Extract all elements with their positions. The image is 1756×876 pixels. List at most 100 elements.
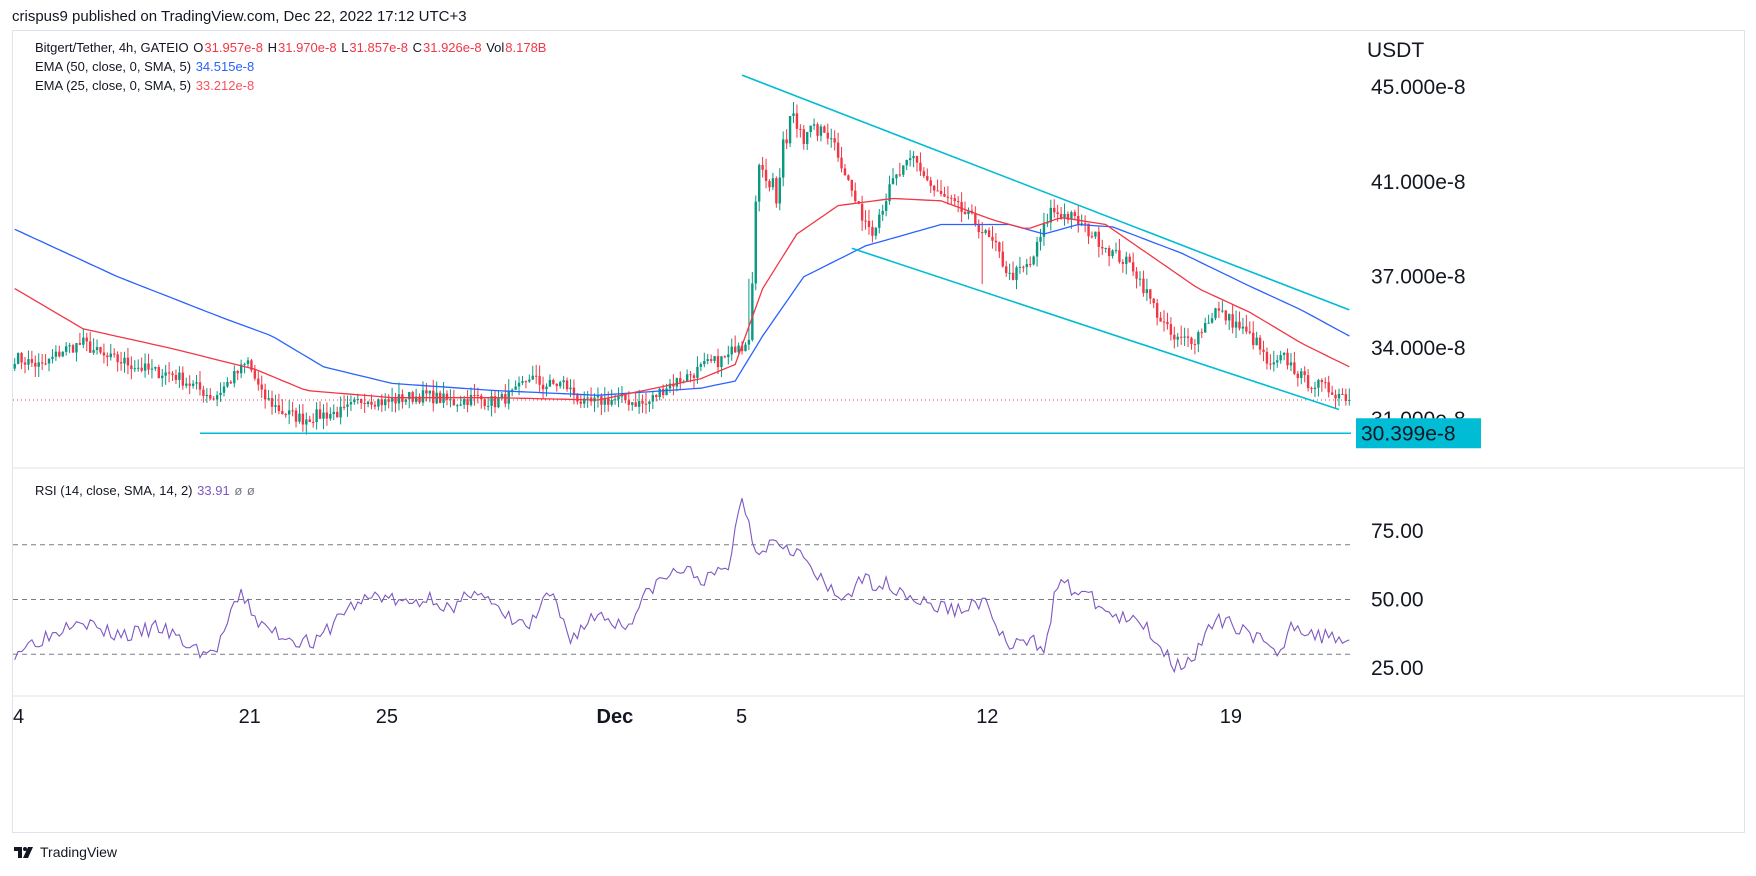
candle: [792, 101, 795, 124]
candle: [322, 404, 325, 430]
grid-layer: [13, 467, 1744, 697]
candle-body: [1320, 380, 1324, 383]
candle-body: [864, 220, 867, 222]
candle: [840, 146, 843, 173]
candle: [171, 370, 174, 381]
candle: [1334, 389, 1337, 409]
candle: [648, 400, 651, 413]
candle: [260, 375, 263, 398]
candle: [552, 378, 555, 385]
candle: [308, 415, 311, 423]
candle: [205, 388, 209, 403]
candle: [593, 393, 596, 412]
rsi-legend: RSI (14, close, SMA, 14, 2) 33.91 ø ø: [35, 483, 256, 498]
date-tick-label: 5: [736, 706, 747, 728]
low-value: 31.857e-8: [349, 40, 408, 55]
candle: [1320, 378, 1324, 392]
candle: [1107, 245, 1111, 267]
candle-body: [761, 164, 764, 170]
candle: [1035, 236, 1039, 267]
candle-body: [1162, 321, 1166, 323]
candle: [500, 392, 504, 401]
candle: [953, 194, 956, 207]
candle: [703, 352, 706, 368]
candle: [209, 388, 212, 401]
candle: [1293, 351, 1296, 376]
candle: [332, 404, 335, 421]
candle-body: [1228, 314, 1231, 321]
candle: [274, 394, 277, 414]
candle-body: [1272, 362, 1276, 365]
candle-body: [651, 395, 655, 402]
candle-body: [1111, 250, 1114, 257]
candle-body: [545, 386, 548, 390]
candle: [881, 204, 884, 221]
candle-body: [960, 201, 963, 212]
candle-body: [1176, 336, 1179, 340]
candle: [109, 343, 112, 361]
candle: [631, 401, 634, 411]
ema50-value: 34.515e-8: [195, 59, 255, 74]
candle-body: [322, 412, 325, 419]
candle: [126, 347, 130, 375]
candle: [507, 379, 510, 410]
candle-body: [1138, 278, 1142, 280]
candle: [1015, 265, 1018, 290]
candle-body: [466, 399, 469, 406]
candle-body: [1286, 352, 1289, 366]
candle-body: [291, 410, 294, 412]
candle-body: [1114, 250, 1118, 252]
candle: [956, 196, 960, 213]
candle: [442, 381, 445, 408]
candle: [68, 342, 71, 354]
candle: [64, 342, 68, 356]
candle: [524, 380, 528, 389]
candle: [257, 371, 260, 391]
candle: [778, 168, 781, 211]
chart-canvas[interactable]: USDT 45.000e-8 41.000e-8 37.000e-8 34.000e-8…: [13, 31, 1744, 832]
candle-body: [510, 389, 514, 392]
rsi-tick-label: 50.00: [1371, 589, 1424, 612]
candle: [1131, 252, 1135, 276]
candle-body: [16, 353, 20, 364]
candle: [106, 352, 109, 367]
candle-body: [517, 382, 521, 387]
candle: [1097, 226, 1101, 258]
candle: [1166, 312, 1169, 330]
candle-body: [318, 409, 322, 419]
candle-body: [1135, 271, 1138, 279]
candle: [589, 387, 593, 406]
candle-body: [1097, 231, 1101, 247]
candle: [706, 353, 709, 365]
price-tag-box: [1356, 418, 1481, 449]
candle: [373, 401, 377, 410]
candle-body: [1118, 250, 1121, 263]
candle: [88, 332, 92, 353]
candle-body: [1269, 363, 1272, 365]
candle: [387, 394, 390, 409]
candle-body: [384, 399, 387, 406]
candle-body: [411, 392, 414, 402]
candle: [164, 364, 167, 385]
candle-body: [1313, 387, 1317, 389]
candle-body: [1330, 392, 1334, 395]
candle-body: [826, 132, 830, 139]
candle-body: [130, 365, 133, 369]
candle-body: [795, 113, 799, 129]
candle-body: [137, 367, 140, 369]
candle-body: [1317, 380, 1320, 388]
candle-body: [751, 283, 754, 340]
candle: [709, 354, 713, 363]
candle-body: [500, 394, 504, 399]
candle-body: [898, 174, 902, 176]
candle-body: [521, 381, 524, 383]
candle: [733, 335, 737, 353]
candle: [140, 357, 143, 373]
ema50-line: [14, 223, 1350, 396]
candle-body: [109, 353, 112, 358]
candle-body: [215, 395, 219, 400]
candle: [270, 390, 274, 415]
candle: [1269, 354, 1272, 370]
candle: [1176, 332, 1179, 347]
candle-body: [239, 364, 243, 374]
